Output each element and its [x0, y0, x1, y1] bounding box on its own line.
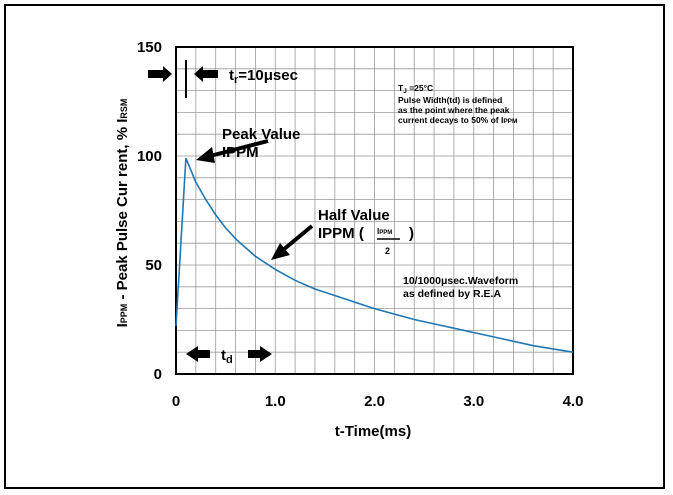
half-value-annotation: Half Value IPPM ( IPPM 2 )	[271, 207, 414, 260]
y-tick-label: 50	[145, 257, 162, 274]
svg-text:Pulse Width(td) is defined: Pulse Width(td) is defined	[398, 95, 502, 105]
svg-text:IPPM: IPPM	[222, 144, 259, 161]
svg-text:td: td	[221, 347, 233, 366]
y-tick-label: 0	[154, 366, 162, 383]
svg-text:IPPM (: IPPM (	[318, 225, 364, 242]
peak-arrow-head	[196, 147, 215, 163]
y-axis-label: IPPM - Peak Pulse Cur rent, % IRSM	[114, 99, 131, 328]
svg-text:): )	[409, 225, 414, 242]
svg-text:2: 2	[385, 246, 390, 256]
axes	[175, 46, 574, 375]
conditions-note: TJ =25°C Pulse Width(td) is defined as t…	[398, 83, 517, 125]
peak-annotation: Peak Value IPPM	[196, 126, 300, 163]
rise-time-annotation: tr=10μsec	[148, 60, 298, 98]
x-tick-label: 3.0	[463, 393, 484, 410]
svg-text:10/1000μsec.Waveform: 10/1000μsec.Waveform	[403, 275, 518, 287]
td-arrow-right	[248, 346, 272, 362]
y-tick-label: 150	[137, 39, 162, 56]
pulse-width-annotation: td	[186, 346, 272, 366]
x-tick-label: 0	[172, 393, 180, 410]
half-arrow-shaft	[281, 224, 314, 252]
rise-arrow-left	[194, 66, 218, 82]
peak-arrow-shaft	[209, 139, 269, 158]
rise-time-label: tr=10μsec	[229, 67, 298, 86]
svg-text:as the point where the peak: as the point where the peak	[398, 105, 510, 115]
x-tick-label: 4.0	[563, 393, 584, 410]
svg-text:IPPM: IPPM	[377, 227, 392, 236]
svg-text:TJ =25°C: TJ =25°C	[398, 83, 433, 95]
x-tick-label: 2.0	[364, 393, 385, 410]
series	[175, 157, 574, 353]
x-tick-label: 1.0	[265, 393, 286, 410]
series-line-0	[175, 157, 574, 353]
half-arrow-head	[271, 243, 290, 260]
svg-text:as defined by R.E.A: as defined by R.E.A	[403, 288, 501, 300]
svg-text:Half Value: Half Value	[318, 207, 390, 224]
tick-labels: 0 1.0 2.0 3.0 4.0 0 50 100 150	[137, 39, 583, 410]
x-axis-label: t-Time(ms)	[335, 423, 411, 440]
plot-area-border	[175, 46, 574, 375]
rise-arrow-right	[148, 66, 172, 82]
svg-text:Peak Value: Peak Value	[222, 126, 300, 143]
waveform-note: 10/1000μsec.Waveform as defined by R.E.A	[403, 275, 518, 300]
td-arrow-left	[186, 346, 210, 362]
y-tick-label: 100	[137, 148, 162, 165]
svg-text:current decays to 50% of IPPM: current decays to 50% of IPPM	[398, 115, 517, 125]
